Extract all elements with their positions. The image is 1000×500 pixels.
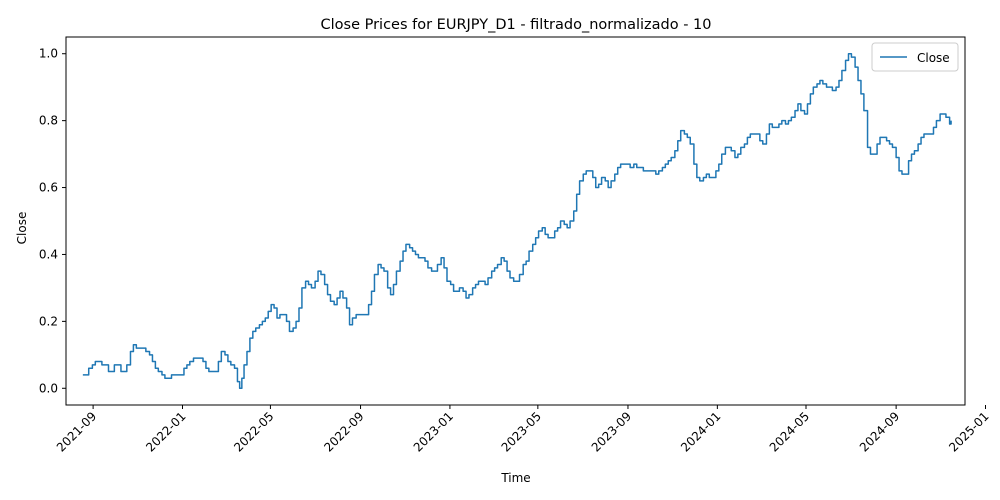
plot-area <box>65 36 966 406</box>
y-axis: 0.0 0.2 0.4 0.6 0.8 1.0 <box>39 47 66 395</box>
y-tick-label: 1.0 <box>39 47 58 61</box>
axes-frame <box>65 36 966 406</box>
chart-title: Close Prices for EURJPY_D1 - filtrado_no… <box>320 17 711 33</box>
y-axis-label: Close <box>15 212 29 245</box>
y-tick-label: 0.4 <box>39 247 58 261</box>
y-tick-label: 0.6 <box>39 181 58 195</box>
y-tick-label: 0.8 <box>39 114 58 128</box>
legend-label-close: Close <box>917 51 950 65</box>
y-tick-label: 0.0 <box>39 381 58 395</box>
legend-box <box>871 42 959 72</box>
series-line-close <box>82 52 952 390</box>
x-axis-label: Time <box>500 471 530 485</box>
legend: Close <box>871 42 959 72</box>
y-tick-label: 0.2 <box>39 314 58 328</box>
